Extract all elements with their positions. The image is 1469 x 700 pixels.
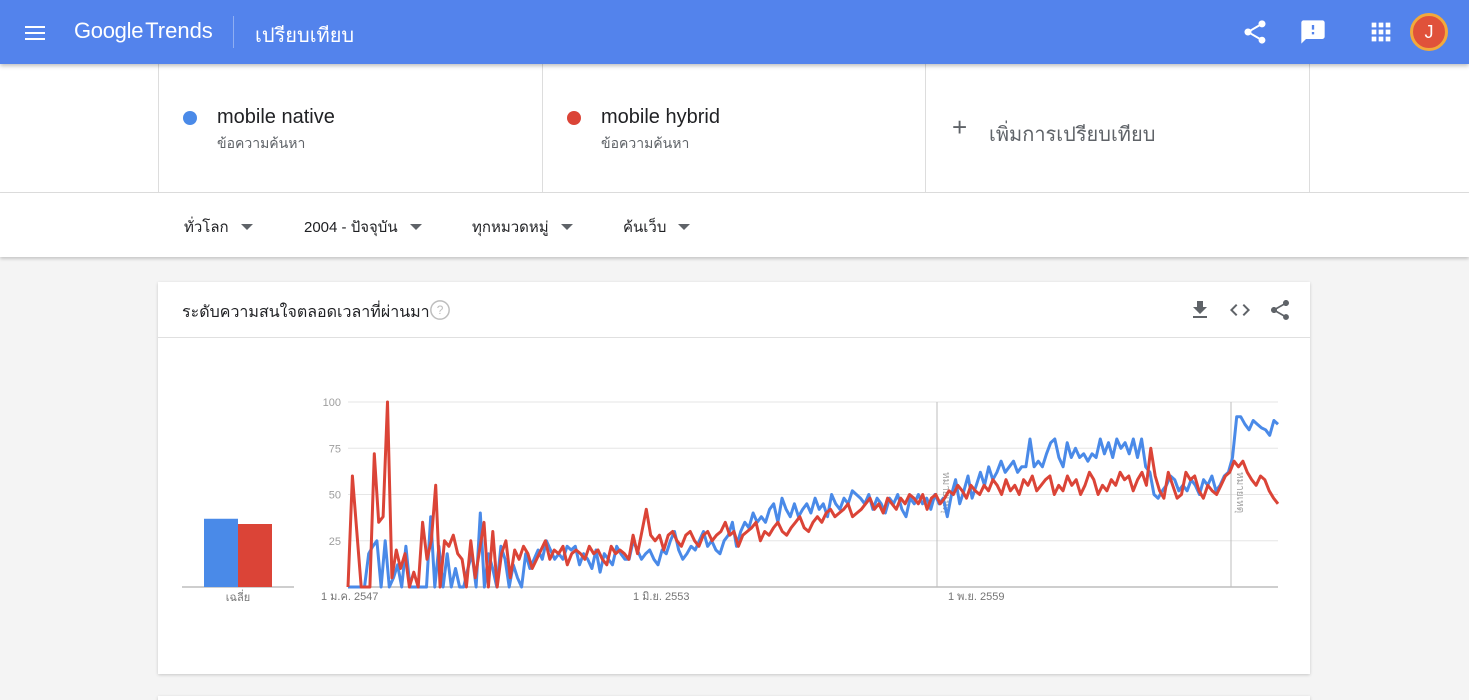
add-comparison-label: เพิ่มการเปรียบเทียบ	[989, 124, 1156, 146]
avatar[interactable]: J	[1410, 13, 1448, 51]
term-color-dot	[567, 111, 581, 125]
compare-section: mobile native ข้อความค้นหา mobile hybrid…	[0, 64, 1469, 193]
interest-over-time-chart: เฉลี่ย 100 75 50 25 1 ม.ค. 2547 1 มิ.ย. …	[182, 397, 1280, 604]
apps-icon[interactable]	[1367, 18, 1395, 46]
y-tick-label: 25	[329, 536, 341, 548]
y-tick-label: 75	[329, 443, 341, 455]
y-axis-ticks: 100 75 50 25	[323, 397, 341, 548]
header-divider	[233, 16, 234, 48]
feedback-icon[interactable]	[1299, 18, 1327, 46]
logo-trends-text: Trends	[145, 18, 213, 43]
term-type: ข้อความค้นหา	[217, 135, 306, 151]
help-icon[interactable]: ?	[429, 299, 451, 321]
x-axis-ticks: 1 ม.ค. 2547 1 มิ.ย. 2553 1 พ.ย. 2559	[321, 591, 1005, 603]
term-name: mobile hybrid	[601, 106, 720, 128]
menu-icon[interactable]	[20, 18, 48, 46]
logo-google-text: Google	[74, 18, 144, 43]
page-title: เปรียบเทียบ	[255, 25, 355, 47]
next-card-edge	[158, 696, 1310, 700]
svg-text:?: ?	[437, 303, 444, 317]
x-tick-label: 1 พ.ย. 2559	[948, 591, 1005, 603]
compare-term-2[interactable]: mobile hybrid ข้อความค้นหา	[542, 64, 925, 192]
average-label: เฉลี่ย	[226, 589, 250, 604]
time-filter-label: 2004 - ปัจจุบัน	[304, 219, 398, 236]
category-filter[interactable]: ทุกหมวดหมู่	[472, 215, 573, 239]
term-type: ข้อความค้นหา	[601, 135, 690, 151]
y-tick-label: 100	[323, 397, 341, 409]
term-name: mobile native	[217, 106, 335, 128]
note-label[interactable]: หมายเหตุ	[1234, 472, 1245, 513]
embed-icon[interactable]	[1228, 298, 1252, 322]
region-filter-label: ทั่วโลก	[184, 219, 229, 236]
share-icon[interactable]	[1241, 18, 1269, 46]
interest-over-time-card: ระดับความสนใจตลอดเวลาที่ผ่านมา ? เฉลี่ย …	[158, 282, 1310, 674]
google-trends-logo[interactable]: Google Trends	[74, 18, 213, 48]
search-type-filter[interactable]: ค้นเว็บ	[623, 215, 691, 239]
term-color-dot	[183, 111, 197, 125]
caret-down-icon	[560, 224, 573, 230]
caret-down-icon	[409, 224, 422, 230]
category-filter-label: ทุกหมวดหมู่	[472, 219, 549, 236]
search-type-filter-label: ค้นเว็บ	[623, 219, 667, 236]
filter-bar: ทั่วโลก 2004 - ปัจจุบัน ทุกหมวดหมู่ ค้นเ…	[0, 193, 1469, 257]
top-app-bar: Google Trends เปรียบเทียบ J	[0, 0, 1469, 64]
series-line-mobile-hybrid	[346, 400, 1280, 589]
average-bar-mobile-hybrid	[238, 524, 272, 587]
region-filter[interactable]: ทั่วโลก	[184, 215, 253, 239]
compare-term-1[interactable]: mobile native ข้อความค้นหา	[158, 64, 542, 192]
x-tick-label: 1 มิ.ย. 2553	[633, 591, 690, 603]
card-header: ระดับความสนใจตลอดเวลาที่ผ่านมา ?	[158, 282, 1310, 338]
y-tick-label: 50	[329, 490, 341, 502]
average-bar-mobile-native	[204, 518, 238, 587]
chart-grid	[348, 401, 1278, 588]
plus-icon: +	[952, 112, 968, 142]
x-tick-label: 1 ม.ค. 2547	[321, 591, 378, 603]
add-comparison-button[interactable]: + เพิ่มการเปรียบเทียบ	[925, 64, 1310, 192]
caret-down-icon	[240, 224, 253, 230]
card-title: ระดับความสนใจตลอดเวลาที่ผ่านมา	[182, 304, 430, 321]
note-label[interactable]: หมายเหตุ	[940, 472, 951, 513]
share-icon[interactable]	[1268, 298, 1292, 322]
caret-down-icon	[678, 224, 691, 230]
time-filter[interactable]: 2004 - ปัจจุบัน	[304, 215, 422, 239]
download-icon[interactable]	[1188, 298, 1212, 322]
